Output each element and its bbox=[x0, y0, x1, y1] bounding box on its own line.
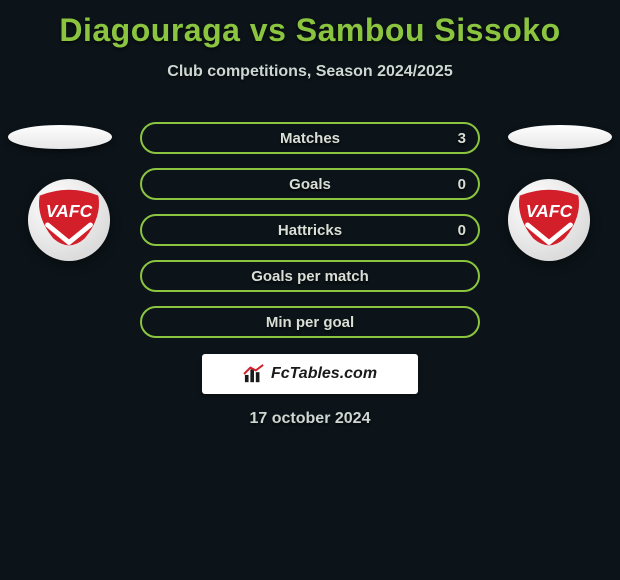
page-title: Diagouraga vs Sambou Sissoko bbox=[0, 0, 620, 49]
date: 17 october 2024 bbox=[0, 410, 620, 428]
stat-label: Goals bbox=[289, 176, 331, 193]
club-badge-left: VAFC bbox=[20, 178, 118, 262]
branding-link[interactable]: FcTables.com bbox=[202, 354, 418, 394]
club-badge-left-text: VAFC bbox=[46, 201, 93, 221]
player-right-oval bbox=[508, 125, 612, 149]
player-left-photo-slot bbox=[8, 125, 112, 149]
club-badge-right-text: VAFC bbox=[526, 201, 573, 221]
stat-label: Hattricks bbox=[278, 222, 342, 239]
stat-row: Goals per match bbox=[140, 260, 480, 292]
stat-label: Min per goal bbox=[266, 314, 354, 331]
stat-row: Matches 3 bbox=[140, 122, 480, 154]
stats-list: Matches 3 Goals 0 Hattricks 0 Goals per … bbox=[140, 122, 480, 338]
branding-text: FcTables.com bbox=[271, 365, 377, 383]
player-left-oval bbox=[8, 125, 112, 149]
stat-right-value: 3 bbox=[458, 130, 466, 147]
club-badge-right: VAFC bbox=[500, 178, 598, 262]
stat-label: Matches bbox=[280, 130, 340, 147]
stat-row: Min per goal bbox=[140, 306, 480, 338]
stat-row: Goals 0 bbox=[140, 168, 480, 200]
stat-right-value: 0 bbox=[458, 222, 466, 239]
bar-chart-icon bbox=[243, 364, 265, 384]
stat-right-value: 0 bbox=[458, 176, 466, 193]
stat-row: Hattricks 0 bbox=[140, 214, 480, 246]
player-right-photo-slot bbox=[508, 125, 612, 149]
subtitle: Club competitions, Season 2024/2025 bbox=[0, 63, 620, 81]
stat-label: Goals per match bbox=[251, 268, 369, 285]
